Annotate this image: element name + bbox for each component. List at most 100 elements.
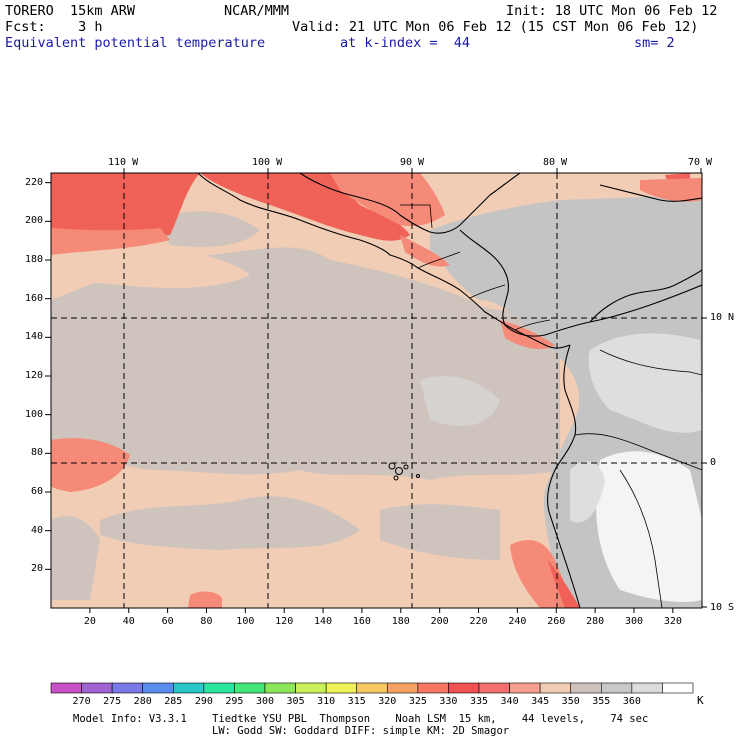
hot-area-light [51,438,130,492]
y-tick-label: 20 [30,563,43,575]
model-name: TORERO 15km ARW [5,3,136,19]
colorbar-label: 275 [103,696,122,707]
colorbar-label: 330 [439,696,458,707]
colorbar-label: 280 [133,696,152,707]
x-tick-label: 120 [275,616,294,627]
border [599,349,702,376]
model-info: Model Info: V3.3.1 Tiedtke YSU PBL Thomp… [73,713,649,725]
ocean-cool-area [380,504,500,560]
colorbar-label: 300 [255,696,275,707]
colorbar-swatch [172,682,205,694]
y-tick-label: 220 [24,176,43,188]
colorbar-label: 290 [194,696,213,707]
x-tick-label: 220 [469,616,488,627]
colorbar-label: 285 [164,696,183,707]
y-tick-label: 40 [30,524,43,536]
physics-info: LW: Godd SW: Goddard DIFF: simple KM: 2D… [212,725,510,737]
colorbar-label: 295 [225,696,244,707]
hot-area-light [400,235,450,267]
coastline-caribbean [459,229,702,337]
coastline-cuba [599,184,702,202]
colorbar-swatch [325,682,358,694]
island [395,467,403,475]
x-tick-label: 180 [391,616,410,627]
colorbar-swatch [386,682,419,694]
x-tick-label: 260 [547,616,566,627]
colorbar-label: 320 [378,696,397,707]
top-tick-marks [123,168,707,608]
smoothing: sm= 2 [634,35,675,51]
y-tick-label: 180 [24,254,43,265]
organization: NCAR/MMM [224,3,290,19]
border [619,469,663,608]
colorbar-swatch [142,682,174,694]
ocean-cool-area [150,211,260,247]
y-tick-label: 140 [24,331,43,343]
x-tick-label: 140 [314,616,333,627]
y-tick-marks [45,182,51,570]
map-field [51,173,702,608]
border [514,319,551,331]
valid-time: Valid: 21 UTC Mon 06 Feb 12 (15 CST Mon … [292,19,699,35]
coastline-mexico [197,173,571,349]
map-frame [50,172,703,609]
colorbar-label: 305 [286,696,305,707]
hot-area-light [330,173,445,227]
colorbar-swatch [600,682,633,694]
border [574,433,702,471]
hot-area-light [500,320,555,350]
lon-label: 100 W [252,157,283,168]
lon-label: 80 W [543,157,568,168]
colorbar-unit: K [697,694,704,707]
border [469,284,506,299]
field-name: Equivalent potential temperature [5,35,266,51]
hot-area-light [188,591,222,608]
x-tick-label: 200 [430,616,449,627]
x-tick-label: 160 [352,616,371,627]
x-tick-label: 240 [508,616,527,627]
hot-area [200,173,410,241]
y-tick-label: 80 [30,447,43,459]
land-light-area [596,451,702,602]
colorbar-swatch [295,682,327,694]
colorbar-label: 350 [561,696,580,707]
coastline-yucatan [299,173,521,234]
lon-label: 70 W [688,157,713,168]
border [400,204,433,229]
ocean-warm-area [51,244,250,288]
lat-lon-grid [51,173,702,608]
colorbar-swatch [264,682,296,694]
border [417,251,461,269]
land-light-area [588,333,702,433]
hot-area-light [51,228,170,255]
coastline-south-america [546,344,581,608]
hot-area-light [640,178,702,202]
x-tick-label: 40 [122,616,135,627]
coastlines [197,173,702,608]
colorbar-label: 310 [317,696,336,707]
ocean-cool-area [51,340,150,425]
colorbar-swatch [631,682,663,694]
level-index: at k-index = 44 [340,35,471,51]
x-tick-label: 320 [663,616,682,627]
colorbar-label: 315 [347,696,366,707]
colorbar-swatch [234,682,266,694]
colorbar-label: 270 [72,696,91,707]
lon-label: 110 W [108,157,139,168]
colorbar-swatch [509,682,541,694]
lon-label: 90 W [400,157,425,168]
x-tick-label: 20 [83,616,96,627]
island [416,474,420,478]
colorbar-swatch [448,682,480,694]
x-tick-label: 300 [624,616,644,627]
colorbar-swatch [478,682,510,694]
x-tick-label: 60 [161,616,174,627]
colorbar-swatch [570,682,602,694]
colorbar-label: 355 [592,696,611,707]
land-light-area [570,461,605,523]
y-tick-label: 200 [24,215,43,227]
x-tick-marks [89,608,674,613]
colorbar-swatch [417,682,449,694]
y-tick-label: 160 [24,292,43,304]
